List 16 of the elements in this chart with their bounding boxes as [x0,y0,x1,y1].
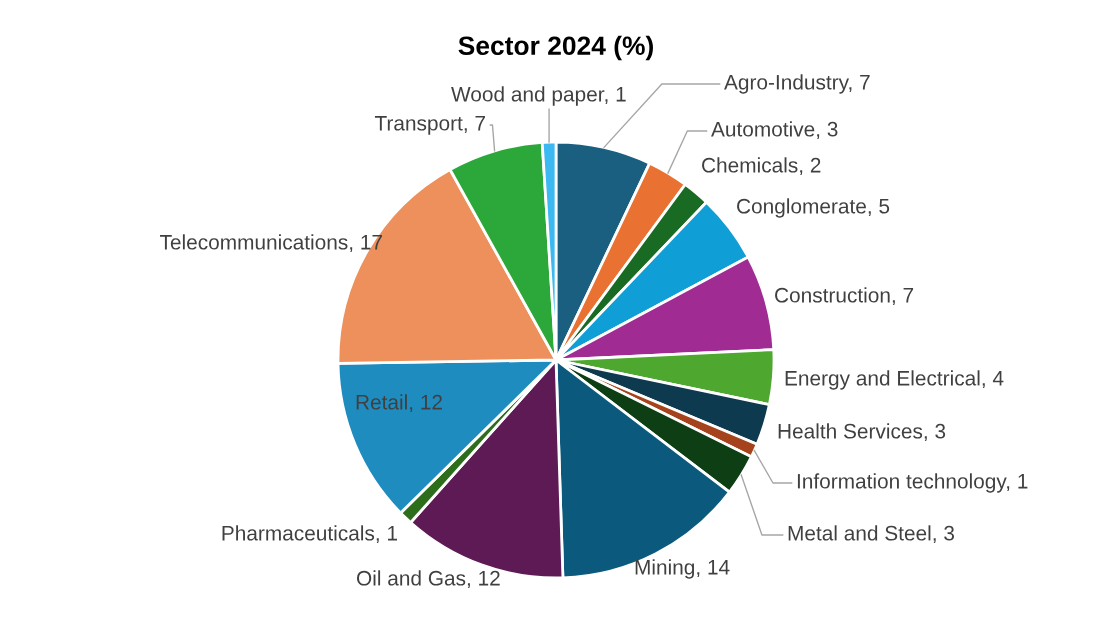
slice-label: Energy and Electrical, 4 [785,370,1004,390]
chart-title: Sector 2024 (%) [458,35,653,61]
slice-label: Pharmaceuticals, 1 [222,525,397,544]
slice-label: Transport, 7 [374,116,485,135]
slice-label: Mining, 14 [635,559,730,579]
slice-label: Chemicals, 2 [702,157,821,176]
slice-label: Construction, 7 [775,287,914,306]
slice-label: Agro-Industry, 7 [724,74,870,94]
slice-label: Automotive, 3 [711,121,838,140]
slice-label: Information technology, 1 [797,473,1028,493]
slice-label: Wood and paper, 1 [451,86,626,106]
slice-label: Oil and Gas, 12 [356,570,500,589]
slice-label: Health Services, 3 [778,423,946,442]
slice-label: Conglomerate, 5 [737,198,890,218]
slice-label: Retail, 12 [356,394,442,413]
slice-label: Metal and Steel, 3 [788,525,955,544]
